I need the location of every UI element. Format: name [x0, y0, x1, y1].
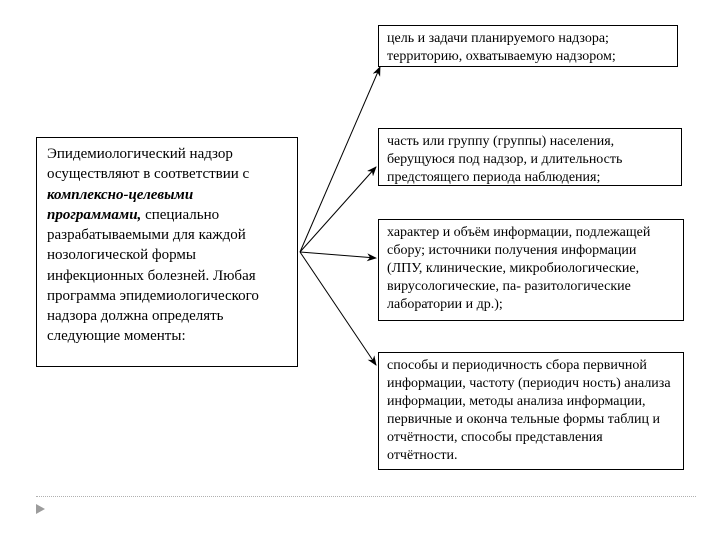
edge-3 [300, 252, 376, 258]
edge-1 [300, 67, 380, 252]
footer-divider [36, 496, 696, 497]
target-box-4: способы и периодичность сбора первичной … [378, 352, 684, 470]
source-text-pre: Эпидемиологический надзор осуществляют в… [47, 146, 249, 182]
target-box-1: цель и задачи планируемого надзора; терр… [378, 25, 678, 67]
arrow-group [300, 67, 380, 365]
diagram-canvas: Эпидемиологический надзор осуществляют в… [0, 0, 720, 540]
target-text-1: цель и задачи планируемого надзора; терр… [387, 31, 616, 64]
edge-4 [300, 252, 376, 365]
source-text-post: специально разрабатываемыми для каждой н… [47, 207, 259, 345]
source-box: Эпидемиологический надзор осуществляют в… [36, 137, 298, 367]
edge-2 [300, 167, 376, 252]
target-box-3: характер и объём информации, подлежащей … [378, 219, 684, 321]
footer-caret-icon [36, 504, 45, 514]
target-text-4: способы и периодичность сбора первичной … [387, 358, 671, 463]
target-box-2: часть или группу (группы) населения, бер… [378, 128, 682, 186]
target-text-2: часть или группу (группы) населения, бер… [387, 134, 622, 185]
target-text-3: характер и объём информации, подлежащей … [387, 225, 650, 312]
